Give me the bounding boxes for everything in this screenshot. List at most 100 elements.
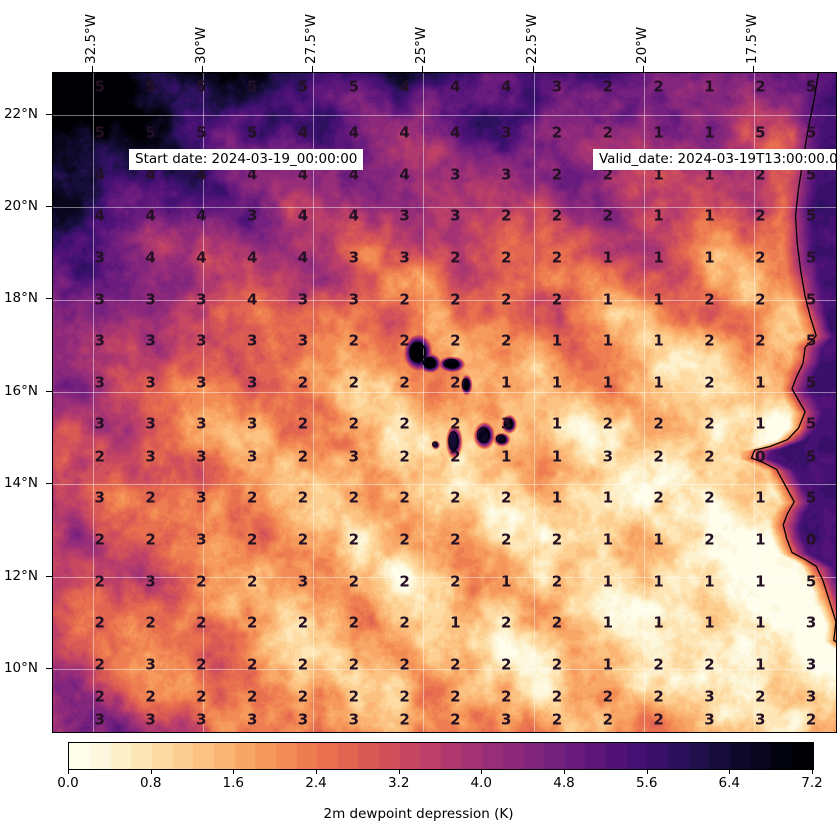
grid-value-label: 3 — [500, 710, 512, 729]
coastline-path — [750, 73, 836, 643]
grid-value-label: 1 — [653, 373, 664, 392]
grid-value-label: 2 — [246, 488, 258, 507]
grid-value-label: 2 — [704, 488, 715, 507]
colorbar[interactable]: 0.0 0.8 1.6 2.4 3.2 4.0 4.8 5.6 6.4 7.2 — [57, 742, 823, 791]
grid-value-label: 2 — [399, 373, 410, 392]
grid-value-label: 1 — [500, 572, 512, 590]
gridline-horizontal — [53, 391, 836, 393]
start-date-annotation: Start date: 2024-03-19_00:00:00 — [129, 149, 364, 170]
grid-value-label: 2 — [399, 687, 410, 706]
colorbar-tick-mark — [481, 769, 483, 774]
grid-value-label: 3 — [348, 710, 360, 729]
grid-value-label: 3 — [246, 414, 258, 433]
grid-value-label: 2 — [450, 414, 461, 433]
x-tick-mark — [532, 66, 534, 72]
grid-value-label: 2 — [704, 530, 715, 549]
grid-value-label: 2 — [94, 447, 105, 466]
grid-value-label: 4 — [450, 77, 461, 96]
grid-value-label: 4 — [297, 248, 309, 267]
grid-value-label: 3 — [348, 447, 360, 466]
grid-value-label: 3 — [94, 331, 105, 350]
grid-value-label: 1 — [551, 488, 563, 507]
gridline-horizontal — [53, 207, 836, 208]
colorbar-tick-mark — [68, 769, 69, 774]
grid-value-label: 2 — [94, 530, 105, 549]
grid-value-label: 2 — [704, 655, 715, 674]
grid-value-label: 3 — [805, 687, 817, 706]
grid-value-label: 3 — [805, 613, 817, 632]
grid-value-label: 3 — [450, 165, 461, 184]
grid-value-label: 2 — [297, 687, 309, 706]
grid-value-label: 3 — [348, 248, 360, 267]
grid-value-label: 2 — [348, 572, 360, 590]
grid-value-label: 2 — [755, 77, 766, 96]
x-tick-mark — [201, 66, 203, 72]
grid-value-label: 3 — [399, 248, 410, 267]
grid-value-label: 2 — [704, 290, 715, 308]
grid-value-label: 2 — [399, 414, 410, 433]
grid-value-label: 4 — [500, 77, 512, 96]
grid-value-label: 2 — [297, 655, 309, 674]
grid-value-label: 2 — [500, 290, 512, 308]
grid-value-label: 2 — [500, 687, 512, 706]
grid-value-label: 5 — [805, 248, 817, 267]
grid-value-label: 3 — [94, 488, 105, 507]
gridline-vertical — [313, 73, 315, 732]
grid-value-label: 2 — [500, 613, 512, 632]
grid-value-label: 3 — [196, 710, 207, 729]
grid-value-label: 2 — [653, 447, 664, 466]
grid-value-label: 5 — [196, 123, 207, 142]
grid-value-label: 4 — [297, 165, 309, 184]
grid-value-label: 1 — [704, 165, 715, 184]
grid-value-label: 2 — [551, 710, 563, 729]
colorbar-tick-label: 3.2 — [387, 775, 410, 791]
x-tick-mark — [422, 66, 424, 72]
grid-value-label: 2 — [145, 613, 156, 632]
grid-value-label: 2 — [348, 530, 360, 549]
y-tick-mark — [46, 575, 52, 577]
grid-value-label: 2 — [94, 687, 105, 706]
grid-value-label: 4 — [196, 165, 207, 184]
grid-value-label: 1 — [602, 572, 614, 590]
grid-value-label: 2 — [246, 530, 258, 549]
grid-value-label: 4 — [450, 123, 461, 142]
grid-value-label: 2 — [297, 414, 309, 433]
grid-value-label: 2 — [196, 572, 207, 590]
grid-value-label: 2 — [704, 414, 715, 433]
grid-value-label: 2 — [348, 331, 360, 350]
map-plot-area[interactable]: 5 5 5 5 5 5 4 4 4 3 2 2 1 2 5 5 5 5 5 4 4 4 4 3 2 2 1 1 5 5 4 4 4 4 4 4 4 3 3 2… — [52, 72, 837, 733]
grid-value-label: 5 — [246, 77, 258, 96]
grid-value-label: 2 — [500, 206, 512, 225]
gridline-vertical — [533, 73, 535, 732]
grid-value-label: 2 — [94, 655, 105, 674]
grid-value-label: 2 — [450, 248, 461, 267]
grid-value-label: 5 — [805, 572, 817, 590]
grid-value-label: 4 — [145, 206, 156, 225]
grid-value-label: 3 — [94, 414, 105, 433]
grid-value-label: 2 — [602, 123, 614, 142]
grid-value-label: 2 — [348, 414, 360, 433]
grid-value-label: 2 — [297, 447, 309, 466]
grid-value-label: 2 — [450, 290, 461, 308]
grid-value-label: 2 — [399, 655, 410, 674]
grid-value-label: 2 — [348, 655, 360, 674]
gridline-horizontal — [53, 484, 836, 486]
grid-value-label: 1 — [653, 206, 664, 225]
colorbar-tick-mark — [316, 769, 317, 774]
grid-value-label: 2 — [704, 447, 715, 466]
grid-value-label: 2 — [500, 530, 512, 549]
grid-value-label: 2 — [602, 165, 614, 184]
grid-value-label: 1 — [704, 77, 715, 96]
grid-value-label: 3 — [704, 710, 715, 729]
grid-value-label: 4 — [94, 165, 105, 184]
grid-value-label: 3 — [94, 373, 105, 392]
grid-value-label: 1 — [450, 613, 461, 632]
grid-value-label: 2 — [297, 373, 309, 392]
grid-value-label: 4 — [297, 206, 309, 225]
grid-value-label: 5 — [94, 77, 105, 96]
x-tick-label: 17.5°W — [744, 13, 761, 64]
grid-value-label: 4 — [94, 206, 105, 225]
grid-value-label: 1 — [653, 248, 664, 267]
colorbar-tick-label: 7.2 — [801, 775, 823, 791]
grid-value-label: 1 — [755, 414, 766, 433]
